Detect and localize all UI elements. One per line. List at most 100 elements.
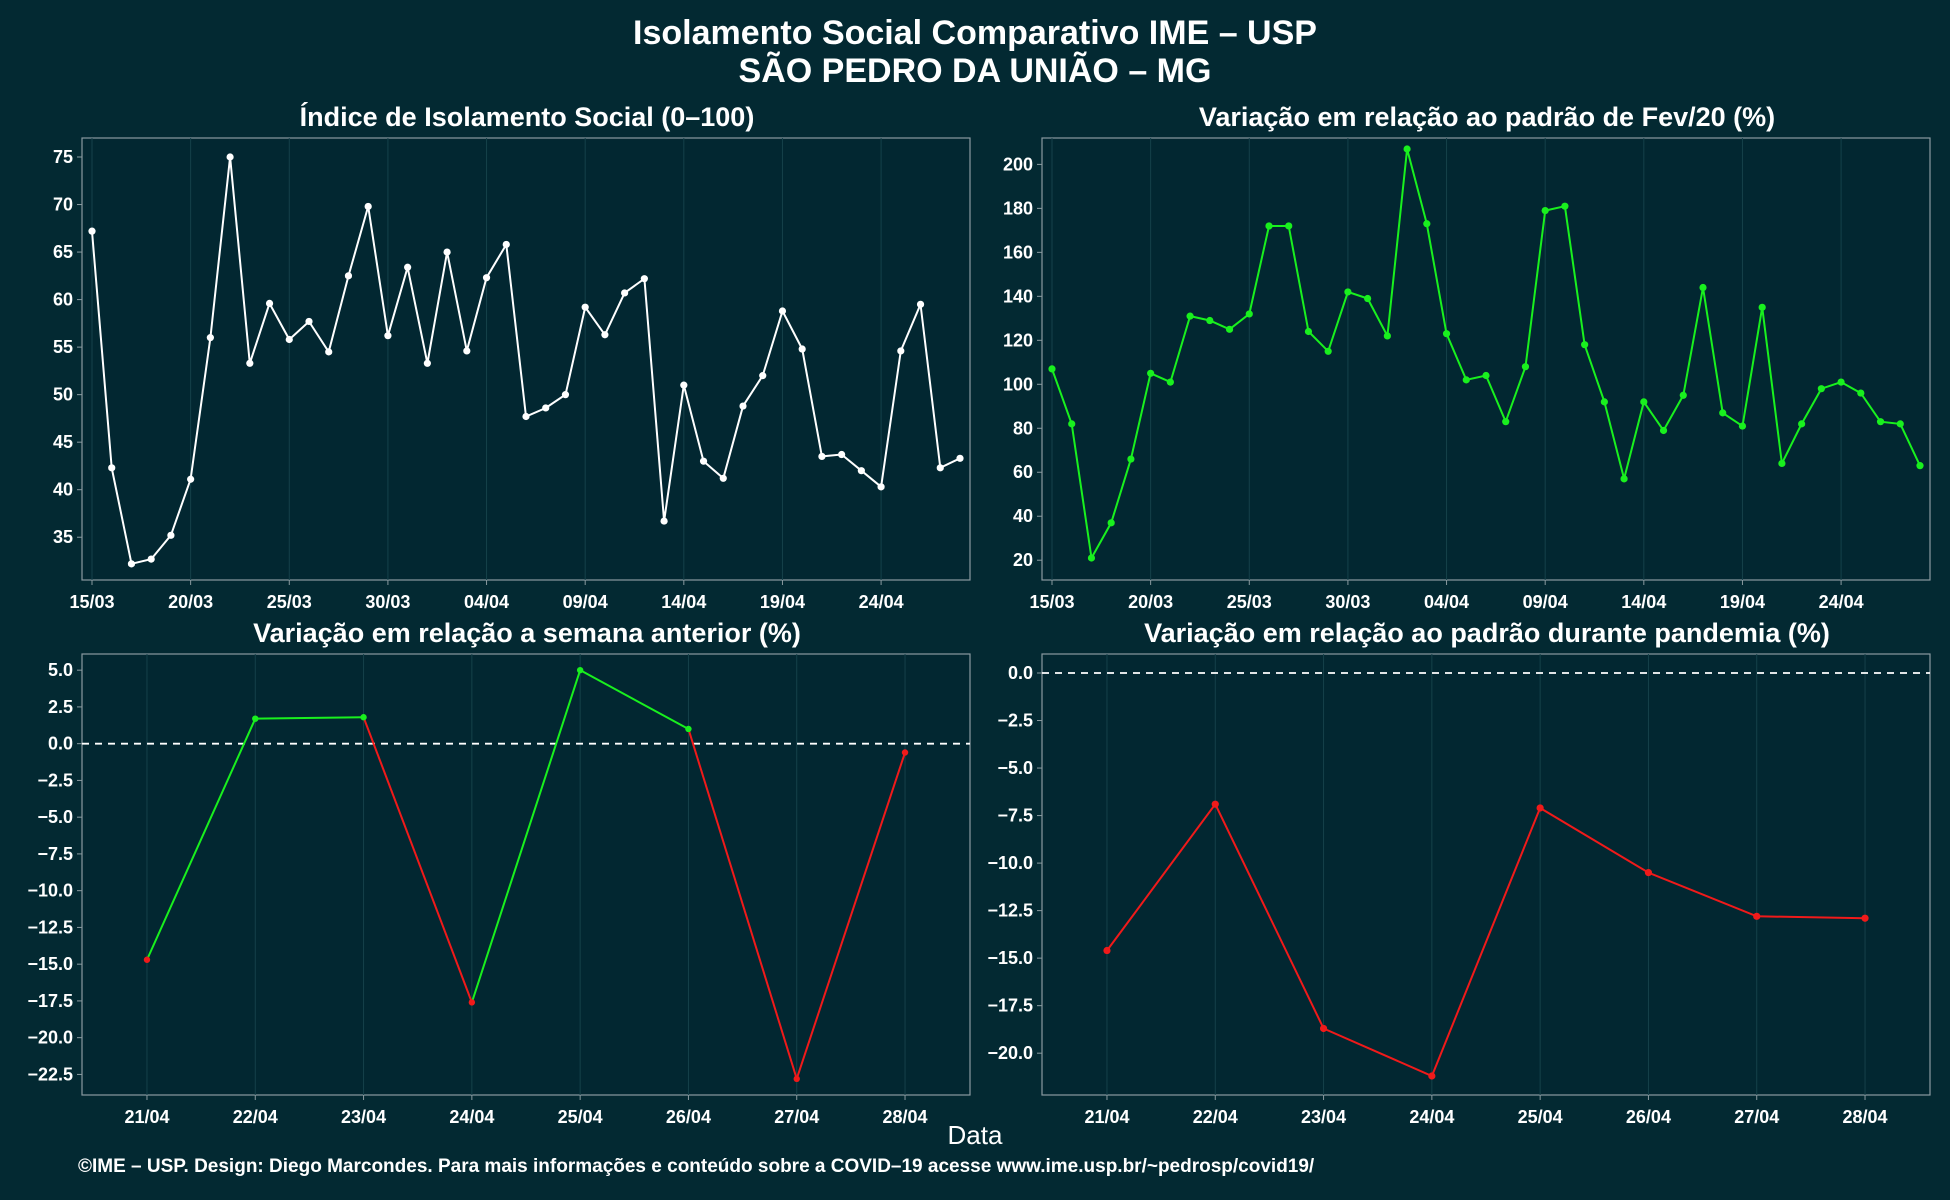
data-point [601, 331, 609, 339]
data-point [1896, 420, 1904, 428]
data-point [423, 359, 431, 367]
x-tick-label: 04/04 [1424, 592, 1469, 612]
x-tick-label: 28/04 [883, 1107, 928, 1127]
data-point [1640, 398, 1648, 406]
x-tick-label: 25/04 [1518, 1107, 1563, 1127]
data-point [793, 1075, 800, 1083]
x-tick-label: 14/04 [661, 592, 706, 612]
data-point [1225, 325, 1234, 333]
data-point [1206, 316, 1214, 325]
data-point [561, 391, 570, 399]
x-tick-label: 22/04 [1193, 1107, 1238, 1127]
data-point [857, 467, 865, 475]
data-point [719, 474, 727, 482]
data-point [265, 299, 274, 307]
y-tick-label: −10.0 [27, 881, 73, 901]
x-tick-label: 15/03 [69, 592, 114, 612]
x-tick-label: 21/04 [124, 1107, 169, 1127]
x-tick-label: 23/04 [1301, 1107, 1346, 1127]
data-point [1403, 145, 1411, 153]
y-tick-label: 120 [1003, 330, 1033, 350]
x-tick-label: 25/04 [558, 1107, 603, 1127]
data-point [956, 454, 964, 462]
x-tick-label: 22/04 [233, 1107, 278, 1127]
data-point [305, 317, 313, 326]
plot-area [1041, 137, 1931, 581]
data-point [1423, 220, 1431, 228]
data-point [1916, 462, 1924, 470]
data-point [325, 348, 333, 356]
data-point [1600, 398, 1608, 406]
data-point [1620, 475, 1628, 483]
series-segment [255, 716, 364, 720]
data-point [699, 457, 708, 465]
data-point [143, 956, 151, 963]
data-point [1265, 222, 1273, 230]
chart-panel-1: 15/03 20/03 25/03 30/03 04/04 09/04 14/04 19/04… [1003, 137, 1931, 612]
x-tick-label: 19/04 [760, 592, 805, 612]
x-tick-label: 26/04 [666, 1107, 711, 1127]
x-tick-label: 19/04 [1720, 592, 1765, 612]
data-point [285, 335, 293, 344]
x-tick-label: 27/04 [774, 1107, 819, 1127]
data-point [1319, 1024, 1328, 1033]
y-tick-label: 200 [1003, 154, 1033, 174]
data-point [127, 560, 136, 568]
panel-title-feb-variation: Variação em relação ao padrão de Fev/20 … [1198, 102, 1776, 132]
data-point [1798, 420, 1806, 428]
data-point [1383, 332, 1391, 340]
data-point [621, 289, 629, 297]
data-point [1166, 378, 1174, 386]
data-point [1837, 378, 1845, 386]
data-point [1659, 426, 1668, 435]
y-tick-label: −10.0 [987, 853, 1033, 873]
data-point [1068, 420, 1076, 428]
data-point [1462, 376, 1470, 384]
data-point [468, 999, 476, 1006]
data-point [542, 404, 550, 412]
data-point [1285, 222, 1293, 230]
data-point [680, 381, 688, 389]
y-tick-label: −20.0 [987, 1043, 1033, 1063]
data-point [576, 666, 584, 674]
x-tick-label: 27/04 [1734, 1107, 1779, 1127]
chart-panel-0: 15/03 20/03 25/03 30/03 04/04 09/04 14/04 19/04… [53, 137, 971, 612]
data-point [1482, 371, 1490, 380]
data-point [1147, 369, 1155, 377]
data-point [739, 402, 747, 410]
panel-title-isolation-index: Índice de Isolamento Social (0–100) [299, 102, 755, 132]
series-segment [362, 716, 473, 1003]
data-point [1679, 391, 1687, 399]
data-point [838, 450, 846, 459]
y-tick-label: 75 [53, 147, 73, 167]
series-line [1106, 802, 1866, 1078]
data-point [206, 334, 214, 342]
y-tick-label: 50 [53, 385, 73, 405]
data-point [1699, 283, 1707, 292]
data-point [1561, 202, 1569, 210]
data-point [1857, 389, 1865, 397]
footer-credit: ©IME – USP. Design: Diego Marcondes. Par… [78, 1156, 1315, 1177]
y-tick-label: 5.0 [48, 660, 73, 680]
data-point [660, 517, 668, 525]
data-point [1753, 912, 1761, 920]
data-point [1087, 554, 1096, 562]
y-tick-label: 0.0 [48, 734, 73, 754]
y-tick-label: 45 [53, 432, 73, 452]
data-point [1107, 519, 1115, 527]
data-point [1738, 422, 1747, 430]
y-tick-label: 55 [53, 337, 73, 357]
x-tick-label: 28/04 [1843, 1107, 1888, 1127]
data-point [1245, 310, 1253, 318]
y-tick-label: −5.0 [997, 758, 1033, 778]
x-tick-label: 24/04 [449, 1107, 494, 1127]
data-point [1719, 409, 1727, 417]
series-segment [146, 718, 257, 961]
x-tick-label: 04/04 [464, 592, 509, 612]
x-tick-label: 21/04 [1084, 1107, 1129, 1127]
x-tick-label: 20/03 [1128, 592, 1173, 612]
y-tick-label: −12.5 [27, 917, 73, 937]
chart-panel-3: 21/04 22/04 23/04 24/04 25/04 26/04 27/04 28/04… [987, 653, 1931, 1127]
data-point [502, 240, 510, 249]
y-tick-label: 160 [1003, 242, 1033, 262]
